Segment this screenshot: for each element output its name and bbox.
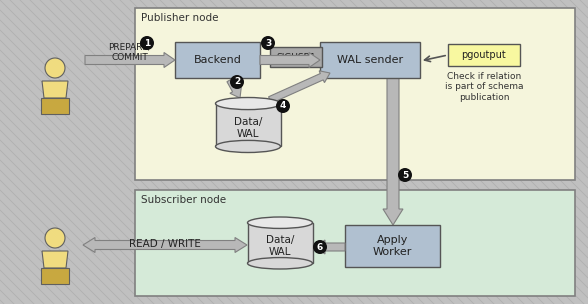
Text: Data/
WAL: Data/ WAL: [234, 117, 262, 139]
Text: Data/
WAL: Data/ WAL: [266, 235, 294, 257]
Text: 6: 6: [317, 243, 323, 251]
Polygon shape: [85, 53, 175, 67]
Circle shape: [230, 75, 244, 89]
Polygon shape: [315, 240, 345, 254]
Text: Publisher node: Publisher node: [141, 13, 219, 23]
Polygon shape: [227, 78, 241, 98]
Text: pgoutput: pgoutput: [462, 50, 506, 60]
Text: READ / WRITE: READ / WRITE: [129, 239, 201, 249]
Ellipse shape: [248, 257, 312, 269]
FancyBboxPatch shape: [135, 8, 575, 180]
Text: 2: 2: [234, 78, 240, 87]
Text: 4: 4: [280, 102, 286, 110]
Text: SIGUSR1: SIGUSR1: [276, 53, 316, 61]
Circle shape: [398, 168, 412, 182]
Text: Backend: Backend: [193, 55, 242, 65]
Circle shape: [45, 228, 65, 248]
FancyBboxPatch shape: [448, 44, 520, 66]
Circle shape: [140, 36, 154, 50]
FancyBboxPatch shape: [345, 225, 440, 267]
Text: 1: 1: [144, 39, 150, 47]
Polygon shape: [42, 81, 68, 98]
Polygon shape: [260, 53, 320, 67]
FancyBboxPatch shape: [135, 190, 575, 296]
Polygon shape: [42, 251, 68, 268]
Ellipse shape: [215, 140, 280, 153]
Ellipse shape: [215, 98, 280, 110]
Ellipse shape: [248, 217, 312, 228]
Text: Check if relation
is part of schema
publication: Check if relation is part of schema publ…: [445, 72, 523, 102]
FancyBboxPatch shape: [320, 42, 420, 78]
FancyBboxPatch shape: [248, 223, 312, 263]
Polygon shape: [383, 78, 403, 225]
Text: WAL sender: WAL sender: [337, 55, 403, 65]
Text: Subscriber node: Subscriber node: [141, 195, 226, 205]
FancyBboxPatch shape: [215, 104, 280, 147]
Circle shape: [313, 240, 327, 254]
FancyBboxPatch shape: [41, 98, 69, 114]
FancyBboxPatch shape: [270, 47, 322, 67]
Circle shape: [261, 36, 275, 50]
Circle shape: [276, 99, 290, 113]
Text: 5: 5: [402, 171, 408, 179]
Polygon shape: [269, 71, 330, 103]
Text: Apply
Worker: Apply Worker: [373, 235, 412, 257]
Polygon shape: [83, 237, 247, 253]
FancyBboxPatch shape: [175, 42, 260, 78]
Circle shape: [45, 58, 65, 78]
FancyBboxPatch shape: [41, 268, 69, 284]
Text: 3: 3: [265, 39, 271, 47]
Text: PREPARE/
COMMIT: PREPARE/ COMMIT: [109, 42, 152, 62]
